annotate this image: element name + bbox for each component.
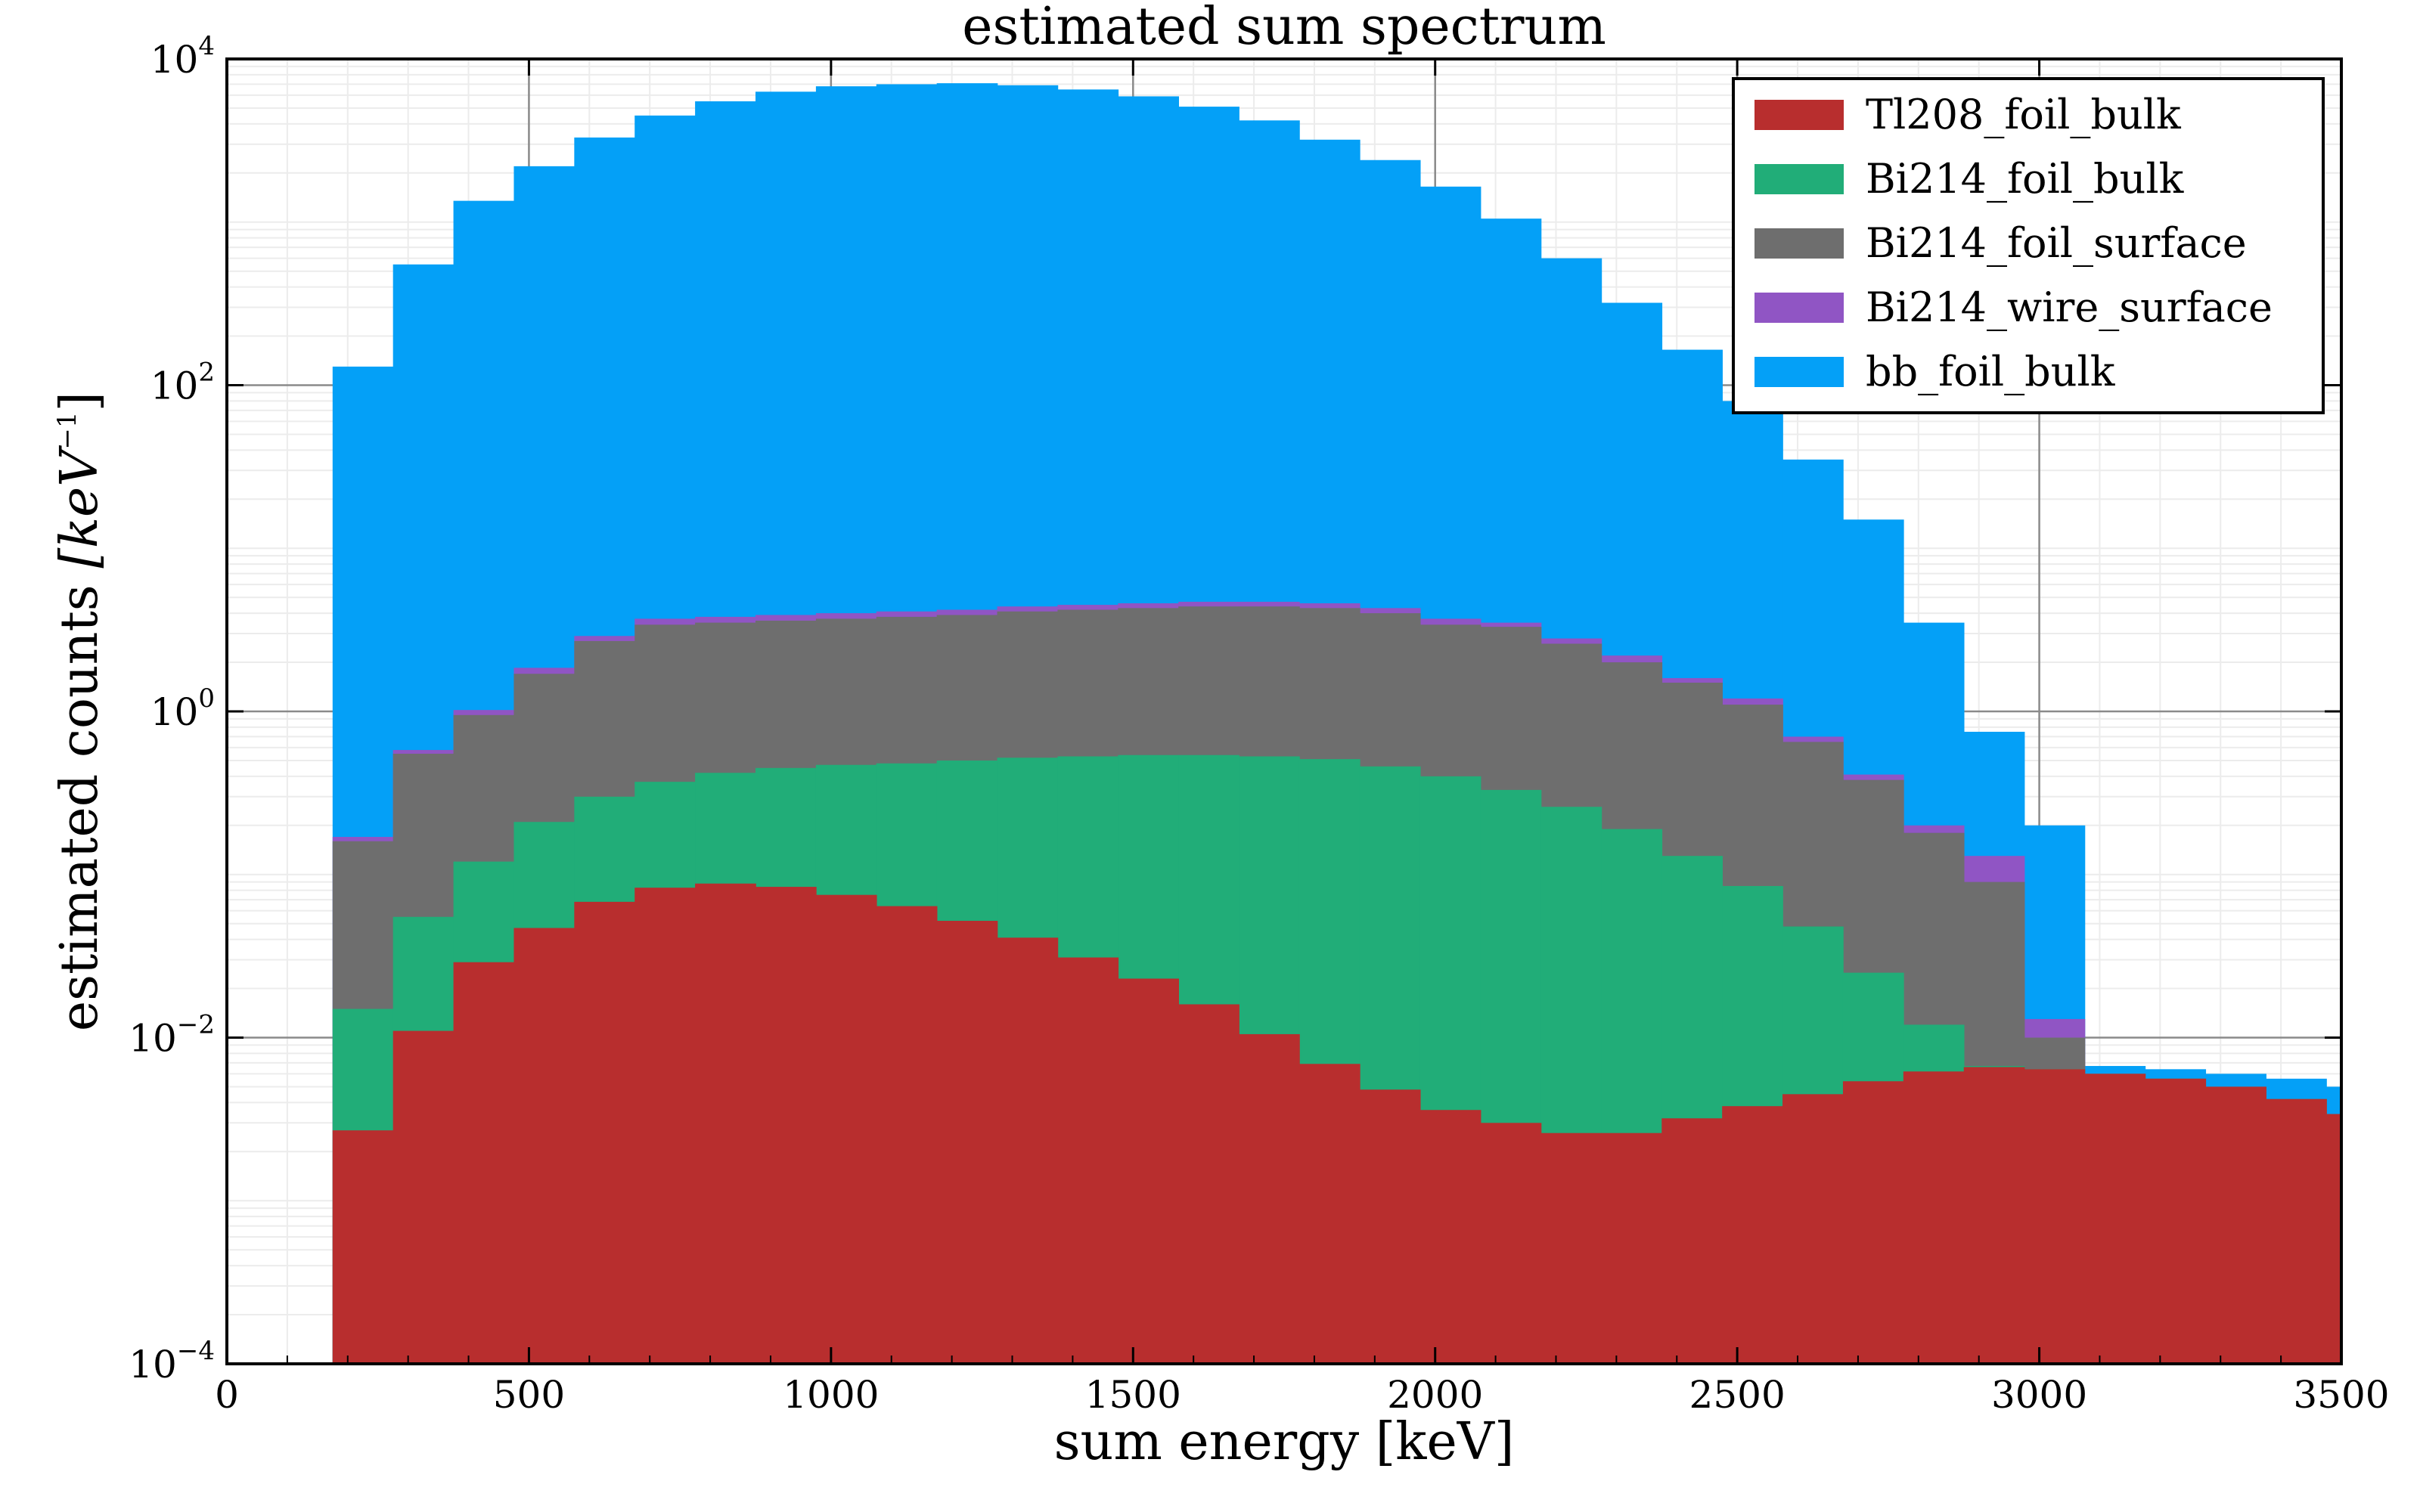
histogram-bars bbox=[332, 83, 2342, 1365]
bar-Tl208_foil_bulk bbox=[755, 887, 817, 1364]
y-tick-label: 10−4 bbox=[129, 1336, 215, 1387]
y-axis-title-unit-close: ] bbox=[50, 392, 110, 412]
bar-Tl208_foil_bulk bbox=[1359, 1089, 1421, 1364]
y-tick-label-exponent: −4 bbox=[177, 1336, 215, 1366]
bar-Tl208_foil_bulk bbox=[876, 906, 938, 1364]
y-tick-label-exponent: 2 bbox=[198, 358, 215, 388]
bar-Tl208_foil_bulk bbox=[332, 1130, 394, 1364]
bar-Tl208_foil_bulk bbox=[2266, 1098, 2327, 1364]
bar-Tl208_foil_bulk bbox=[1903, 1071, 1965, 1364]
x-tick-label: 500 bbox=[493, 1373, 565, 1417]
bar-Tl208_foil_bulk bbox=[1178, 1004, 1239, 1364]
bar-Tl208_foil_bulk bbox=[1963, 1067, 2025, 1364]
bar-Tl208_foil_bulk bbox=[936, 921, 998, 1364]
bar-Tl208_foil_bulk bbox=[1661, 1118, 1723, 1364]
bar-Tl208_foil_bulk bbox=[695, 883, 756, 1364]
y-tick-label: 100 bbox=[150, 683, 215, 734]
bar-Tl208_foil_bulk bbox=[1782, 1094, 1844, 1364]
legend-swatch bbox=[1754, 293, 1844, 323]
x-tick-label: 3500 bbox=[2293, 1373, 2389, 1417]
bar-Tl208_foil_bulk bbox=[2205, 1086, 2266, 1364]
bar-Tl208_foil_bulk bbox=[1842, 1081, 1904, 1364]
x-tick-label: 2500 bbox=[1689, 1373, 1786, 1417]
y-tick-label-base: 10 bbox=[150, 690, 199, 734]
x-tick-labels: 0 500 1000 1500 2000 2500 3000 3500 bbox=[215, 1373, 2390, 1417]
y-tick-label-base: 10 bbox=[150, 38, 199, 82]
bar-Tl208_foil_bulk bbox=[1601, 1132, 1663, 1364]
y-axis-title-unit-exponent: −1 bbox=[52, 411, 82, 449]
legend-label: Bi214_wire_surface bbox=[1866, 284, 2273, 331]
legend-swatch bbox=[1754, 100, 1844, 130]
y-tick-label-exponent: 0 bbox=[198, 683, 215, 714]
y-tick-label: 104 bbox=[150, 31, 215, 82]
legend: Tl208_foil_bulk Bi214_foil_bulk Bi214_foil… bbox=[1732, 77, 2325, 414]
bar-Tl208_foil_bulk bbox=[1540, 1132, 1602, 1364]
bar-Tl208_foil_bulk bbox=[1480, 1123, 1542, 1364]
y-tick-label-base: 10 bbox=[129, 1017, 177, 1061]
bar-Tl208_foil_bulk bbox=[997, 937, 1059, 1364]
plot-frame bbox=[225, 57, 2343, 1365]
x-tick-label: 0 bbox=[215, 1373, 239, 1417]
y-axis-title-text: estimated counts bbox=[50, 569, 110, 1031]
bar-Tl208_foil_bulk bbox=[1298, 1064, 1360, 1364]
y-tick-label-base: 10 bbox=[150, 364, 199, 408]
legend-swatch bbox=[1754, 357, 1844, 387]
y-tick-label-base: 10 bbox=[129, 1343, 177, 1387]
x-tick-label: 1500 bbox=[1085, 1373, 1181, 1417]
bar-Tl208_foil_bulk bbox=[1722, 1106, 1783, 1364]
bar-Tl208_foil_bulk bbox=[634, 888, 696, 1364]
bar-Tl208_foil_bulk bbox=[513, 928, 576, 1364]
x-axis-title: sum energy [keV] bbox=[1054, 1412, 1515, 1472]
legend-label: Bi214_foil_bulk bbox=[1866, 155, 2185, 203]
y-axis-title-unit: [keV bbox=[50, 445, 110, 569]
legend-swatch bbox=[1754, 228, 1844, 259]
legend-swatch bbox=[1754, 164, 1844, 194]
chart-title: estimated sum spectrum bbox=[962, 0, 1606, 57]
bar-Tl208_foil_bulk bbox=[815, 894, 877, 1364]
bar-Tl208_foil_bulk bbox=[2084, 1074, 2146, 1364]
bar-Tl208_foil_bulk bbox=[1118, 978, 1179, 1364]
x-tick-label: 1000 bbox=[783, 1373, 879, 1417]
legend-label: Bi214_foil_surface bbox=[1866, 219, 2247, 267]
legend-label: bb_foil_bulk bbox=[1866, 348, 2116, 395]
bar-Tl208_foil_bulk bbox=[453, 962, 515, 1364]
bar-Tl208_foil_bulk bbox=[1419, 1110, 1481, 1364]
bar-Tl208_foil_bulk bbox=[1239, 1033, 1300, 1364]
bar-Tl208_foil_bulk bbox=[1057, 957, 1119, 1364]
y-tick-label-exponent: −2 bbox=[177, 1010, 215, 1040]
y-tick-label-exponent: 4 bbox=[198, 31, 215, 61]
y-tick-label: 10−2 bbox=[129, 1010, 215, 1061]
legend-label: Tl208_foil_bulk bbox=[1866, 91, 2182, 138]
bar-Tl208_foil_bulk bbox=[392, 1030, 455, 1364]
y-axis-title: estimated counts [keV−1] bbox=[50, 392, 110, 1031]
bar-Tl208_foil_bulk bbox=[574, 901, 636, 1364]
bar-Tl208_foil_bulk bbox=[2145, 1078, 2207, 1364]
y-tick-label: 102 bbox=[150, 358, 215, 408]
x-tick-label: 2000 bbox=[1387, 1373, 1483, 1417]
x-tick-label: 3000 bbox=[1991, 1373, 2087, 1417]
bar-Tl208_foil_bulk bbox=[2326, 1114, 2342, 1364]
bar-Tl208_foil_bulk bbox=[2024, 1069, 2086, 1364]
